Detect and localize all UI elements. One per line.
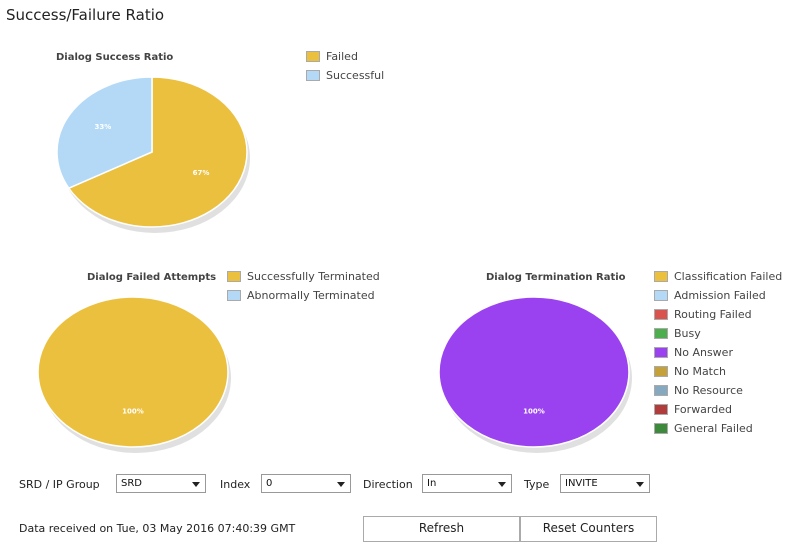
direction-select[interactable]: In [422,474,512,493]
pie-slice-no-answer [438,296,630,448]
type-select[interactable]: INVITE [560,474,650,493]
legend-swatch [654,423,668,434]
legend-swatch [306,70,320,81]
pie-success-ratio: 67% 33% [56,76,250,233]
direction-label: Direction [363,478,413,491]
direction-value: In [427,478,437,489]
legend-label: Abnormally Terminated [247,289,375,302]
legend-label: Routing Failed [674,308,752,321]
legend-item-no-resource: No Resource [654,381,782,400]
type-label: Type [524,478,550,491]
legend-label: Failed [326,50,358,63]
legend-item-no-answer: No Answer [654,343,782,362]
chart-title-failed-attempts: Dialog Failed Attempts [87,272,217,283]
pie-label-failed: 67% [193,169,210,177]
legend-label: No Resource [674,384,743,397]
legend-swatch [654,347,668,358]
legend-item-classification-failed: Classification Failed [654,267,782,286]
pie-label-successfully-terminated: 100% [122,407,144,415]
legend-termination-ratio: Classification Failed Admission Failed Rou… [654,267,782,438]
legend-swatch [654,309,668,320]
legend-item-general-failed: General Failed [654,419,782,438]
legend-swatch [227,290,241,301]
pie-label-successful: 33% [95,123,112,131]
legend-label: No Answer [674,346,733,359]
legend-label: Forwarded [674,403,732,416]
pie-slice-successfully-terminated [37,296,229,448]
legend-item-routing-failed: Routing Failed [654,305,782,324]
index-value: 0 [266,478,273,489]
legend-swatch [654,385,668,396]
chevron-down-icon [192,482,200,487]
legend-label: Classification Failed [674,270,783,283]
legend-item-successfully-terminated: Successfully Terminated [227,267,380,286]
legend-swatch [654,404,668,415]
legend-label: Successful [326,69,385,82]
refresh-button[interactable]: Refresh [363,516,520,542]
legend-label: Successfully Terminated [247,270,380,283]
legend-label: Admission Failed [674,289,766,302]
legend-item-forwarded: Forwarded [654,400,782,419]
chevron-down-icon [636,482,644,487]
legend-swatch [306,51,320,62]
pie-termination-ratio: 100% [438,296,632,453]
legend-item-failed: Failed [306,47,384,66]
chart-title-success-ratio: Dialog Success Ratio [56,52,174,63]
legend-item-no-match: No Match [654,362,782,381]
chevron-down-icon [498,482,506,487]
legend-item-abnormally-terminated: Abnormally Terminated [227,286,380,305]
pie-failed-attempts: 100% [37,296,231,453]
srd-ip-group-label: SRD / IP Group [19,478,100,491]
data-received-status: Data received on Tue, 03 May 2016 07:40:… [19,522,296,535]
legend-label: No Match [674,365,727,378]
pie-slice-successful [56,76,153,190]
chevron-down-icon [337,482,345,487]
legend-label: Busy [674,327,701,340]
legend-swatch [227,271,241,282]
legend-swatch [654,328,668,339]
legend-swatch [654,290,668,301]
legend-failed-attempts: Successfully Terminated Abnormally Termin… [227,267,380,305]
legend-swatch [654,366,668,377]
legend-success-ratio: Failed Successful [306,47,384,85]
page-title: Success/Failure Ratio [6,6,165,24]
srd-ip-group-select[interactable]: SRD [116,474,206,493]
type-value: INVITE [565,478,598,489]
legend-item-successful: Successful [306,66,384,85]
index-select[interactable]: 0 [261,474,351,493]
legend-swatch [654,271,668,282]
index-label: Index [220,478,251,491]
srd-ip-group-value: SRD [121,478,142,489]
legend-item-busy: Busy [654,324,782,343]
reset-counters-button[interactable]: Reset Counters [520,516,657,542]
pie-slice-failed [67,76,248,228]
pie-label-no-answer: 100% [523,407,545,415]
chart-title-termination-ratio: Dialog Termination Ratio [486,272,626,283]
legend-item-admission-failed: Admission Failed [654,286,782,305]
legend-label: General Failed [674,422,753,435]
